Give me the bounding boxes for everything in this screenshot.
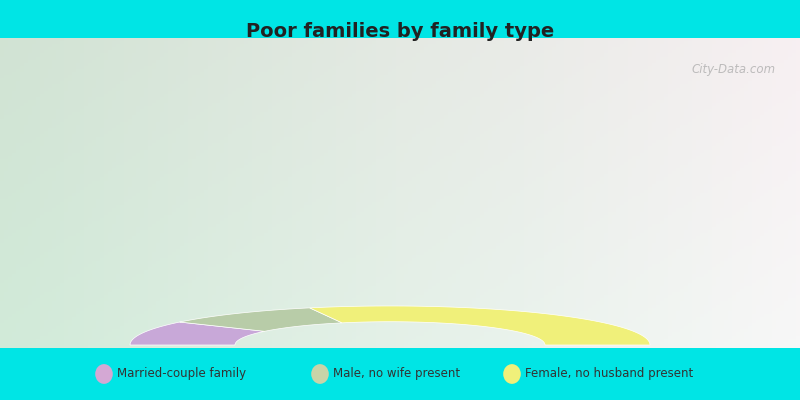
Ellipse shape [503, 364, 521, 384]
Polygon shape [180, 308, 342, 331]
Ellipse shape [311, 364, 329, 384]
Text: Female, no husband present: Female, no husband present [525, 368, 693, 380]
Polygon shape [130, 322, 265, 345]
Polygon shape [310, 306, 650, 345]
Text: Poor families by family type: Poor families by family type [246, 22, 554, 41]
Ellipse shape [95, 364, 113, 384]
Text: Male, no wife present: Male, no wife present [333, 368, 460, 380]
Text: City-Data.com: City-Data.com [692, 63, 776, 76]
Text: Married-couple family: Married-couple family [117, 368, 246, 380]
